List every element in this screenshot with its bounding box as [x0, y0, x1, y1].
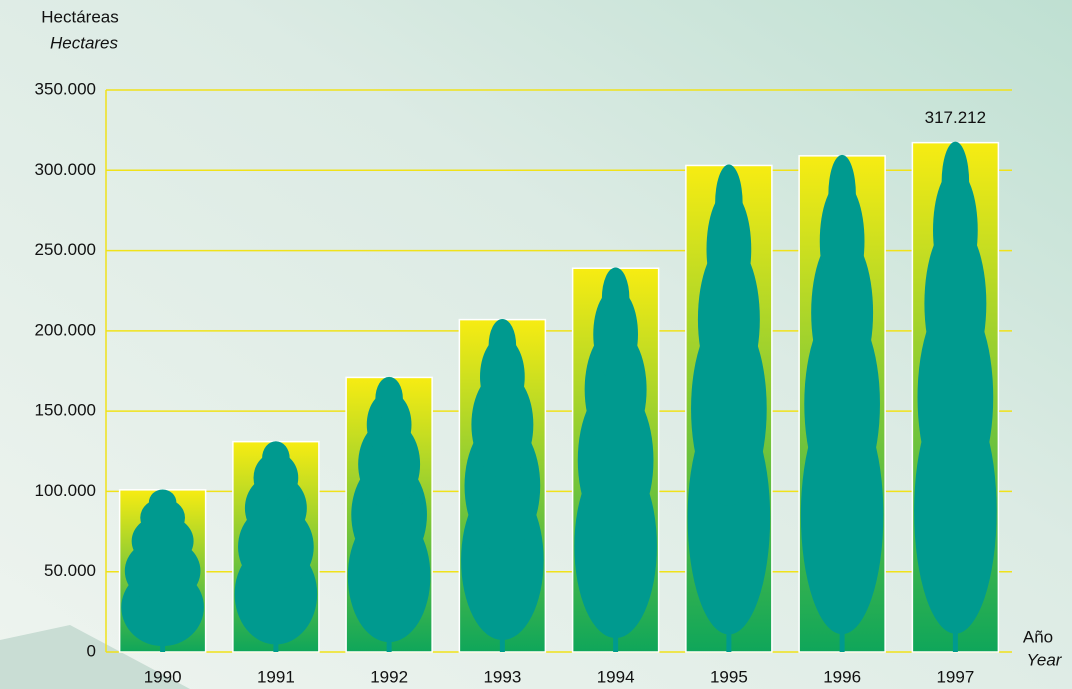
- tree-icon: [234, 441, 318, 652]
- x-tick-label: 1992: [370, 667, 408, 686]
- y-tick-label: 100.000: [35, 481, 96, 500]
- y-tick-label: 50.000: [44, 561, 96, 580]
- tree-icon: [121, 489, 204, 652]
- tree-tier: [488, 318, 517, 373]
- x-axis-label-en: Year: [1027, 650, 1063, 669]
- tree-tier: [148, 489, 177, 516]
- y-tick-label: 350.000: [35, 79, 96, 98]
- tree-icon: [687, 164, 771, 652]
- y-tick-label: 250.000: [35, 240, 96, 259]
- y-axis-label-en: Hectares: [50, 33, 119, 52]
- x-tick-label: 1991: [257, 667, 295, 686]
- x-tick-label: 1994: [597, 667, 635, 686]
- tree-tier: [715, 164, 743, 243]
- y-axis-label: Hectáreas: [41, 7, 118, 26]
- x-tick-label: 1993: [483, 667, 521, 686]
- data-label: 317.212: [925, 108, 986, 127]
- tree-icon: [347, 376, 431, 652]
- tree-icon: [574, 267, 657, 652]
- tree-tier: [262, 441, 290, 475]
- tree-tier: [375, 376, 403, 421]
- y-tick-label: 300.000: [35, 160, 96, 179]
- tree-icon: [461, 318, 544, 652]
- x-tick-label: 1997: [936, 667, 974, 686]
- tree-icon: [914, 141, 997, 652]
- tree-icon: [800, 154, 884, 652]
- decor: [0, 625, 190, 689]
- x-axis-label: Año: [1023, 627, 1053, 646]
- tree-tier: [941, 141, 970, 224]
- y-tick-label: 200.000: [35, 320, 96, 339]
- x-tick-label: 1995: [710, 667, 748, 686]
- tree-tier: [601, 267, 630, 329]
- y-tick-label: 0: [87, 641, 96, 660]
- x-tick-label: 1996: [823, 667, 861, 686]
- x-tick-label: 1990: [144, 667, 182, 686]
- tree-tier: [828, 154, 856, 235]
- y-tick-label: 150.000: [35, 401, 96, 420]
